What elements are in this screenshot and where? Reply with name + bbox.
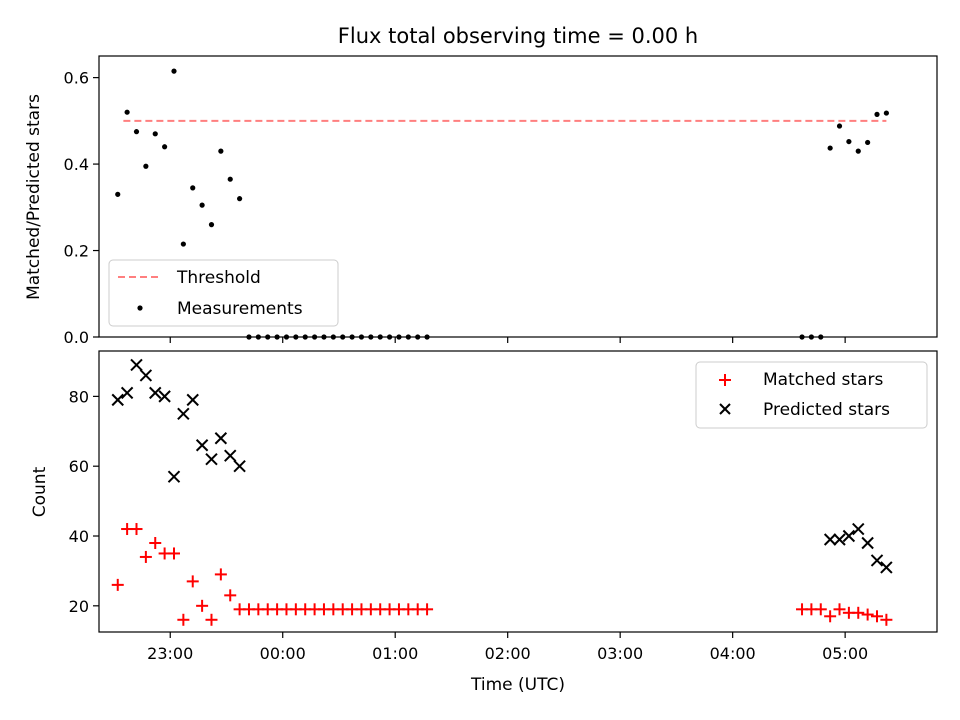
- predicted-star-point: [233, 459, 246, 473]
- matched-legend-swatch: [719, 374, 731, 386]
- count-plot-frame: [98, 350, 938, 633]
- measurement-point: [180, 241, 186, 247]
- x-tick-label: 04:00: [710, 644, 756, 663]
- predicted-star-point: [186, 393, 199, 407]
- matched-star-point: [196, 599, 209, 612]
- measurement-point: [152, 131, 158, 137]
- matched-star-point: [205, 613, 218, 626]
- matched-star-point: [149, 536, 162, 549]
- measurement-point: [227, 176, 233, 182]
- ratio-legend-box: [108, 259, 339, 327]
- matched-star-point: [214, 568, 227, 581]
- matched-legend-label: Matched stars: [763, 370, 883, 390]
- predicted-star-point: [224, 449, 237, 462]
- y-axis-label-ratio: Matched/Predicted stars: [24, 94, 44, 300]
- y-tick-label: 0.6: [64, 69, 89, 88]
- ratio-plot-frame: [98, 55, 938, 338]
- matched-star-point: [833, 603, 846, 616]
- x-tick-label: 03:00: [597, 644, 643, 663]
- y-tick-label: 0.2: [64, 242, 89, 261]
- ratio-axis-ticks: 0.0 0.2 0.4 0.6: [64, 69, 846, 347]
- measurement-point: [115, 191, 121, 197]
- predicted-legend-label: Predicted stars: [763, 400, 890, 420]
- measurement-point: [218, 148, 224, 154]
- predicted-star-point: [880, 561, 893, 574]
- measurement-point: [124, 109, 130, 115]
- matched-star-point: [111, 578, 124, 591]
- measurements-legend-swatch: [137, 305, 143, 311]
- x-tick-label: 02:00: [485, 644, 531, 663]
- x-tick-label: 23:00: [147, 644, 193, 663]
- predicted-star-point: [139, 369, 153, 382]
- predicted-legend-swatch: [719, 403, 731, 415]
- predicted-star-point: [842, 529, 856, 543]
- measurement-point: [171, 68, 177, 74]
- predicted-star-point: [177, 407, 190, 421]
- measurement-point: [190, 185, 196, 191]
- matched-star-point: [814, 603, 827, 616]
- count-plot-marks: [111, 358, 893, 626]
- predicted-star-point: [130, 358, 143, 372]
- measurement-point: [846, 138, 852, 145]
- matched-star-point: [824, 610, 837, 623]
- x-tick-label: 05:00: [822, 644, 868, 663]
- matched-star-point: [167, 547, 180, 560]
- x-tick-label: 00:00: [260, 644, 306, 663]
- matched-star-point: [871, 610, 884, 623]
- predicted-star-point: [120, 386, 134, 400]
- measurement-point: [865, 139, 871, 146]
- x-axis-label: Time (UTC): [470, 675, 565, 695]
- predicted-star-point: [167, 470, 181, 483]
- predicted-star-point: [870, 554, 884, 567]
- predicted-star-point: [833, 533, 846, 546]
- measurement-point: [143, 163, 149, 169]
- ratio-legend: Threshold Measurements: [108, 259, 339, 327]
- y-tick-label: 0.4: [64, 155, 89, 174]
- x-tick-label: 01:00: [372, 644, 418, 663]
- matched-star-point: [224, 589, 237, 602]
- matched-star-point: [852, 606, 865, 619]
- predicted-star-point: [158, 390, 171, 403]
- ratio-panel: Flux total observing time = 0.00 h Match…: [24, 24, 938, 347]
- y-tick-label: 20: [69, 597, 89, 616]
- measurements-legend-label: Measurements: [177, 299, 303, 319]
- count-axis-ticks: 20 40 60 80 23:00 00:00 01:00 02:00 03:00 04:00 05…: [69, 387, 869, 663]
- predicted-star-point: [149, 386, 162, 400]
- y-axis-label-count: Count: [30, 466, 50, 517]
- y-tick-label: 40: [69, 527, 89, 546]
- y-tick-label: 60: [69, 457, 89, 476]
- measurement-point: [883, 110, 889, 116]
- predicted-star-point: [861, 536, 874, 550]
- chart-title: Flux total observing time = 0.00 h: [338, 24, 698, 48]
- matched-star-point: [186, 575, 199, 588]
- measurement-point: [162, 144, 168, 150]
- predicted-star-point: [214, 432, 228, 445]
- measurement-point: [199, 202, 205, 208]
- matched-star-point: [177, 613, 190, 626]
- matched-star-point: [421, 603, 434, 616]
- measurement-point: [827, 145, 833, 151]
- predicted-star-point: [111, 393, 124, 407]
- threshold-legend-label: Threshold: [176, 268, 261, 288]
- y-tick-label: 80: [69, 387, 89, 406]
- matched-star-point: [130, 523, 143, 536]
- y-tick-label: 0.0: [64, 328, 89, 347]
- count-legend-box: [695, 361, 928, 429]
- count-panel: Count Time (UTC) 20 40 60 80 23:00 00:00 01:00…: [30, 350, 938, 695]
- predicted-star-point: [195, 439, 209, 452]
- measurement-point: [208, 222, 215, 228]
- matched-star-point: [139, 550, 152, 563]
- count-legend: Matched stars Predicted stars: [695, 361, 928, 429]
- predicted-star-point: [205, 453, 218, 466]
- measurement-point: [237, 196, 243, 202]
- predicted-star-point: [852, 522, 865, 536]
- matched-star-point: [861, 608, 874, 621]
- measurement-point: [874, 111, 880, 117]
- predicted-star-point: [823, 533, 837, 546]
- matched-star-point: [880, 613, 893, 626]
- measurement-point: [836, 123, 843, 129]
- measurement-point: [855, 148, 861, 154]
- measurement-point: [133, 129, 140, 135]
